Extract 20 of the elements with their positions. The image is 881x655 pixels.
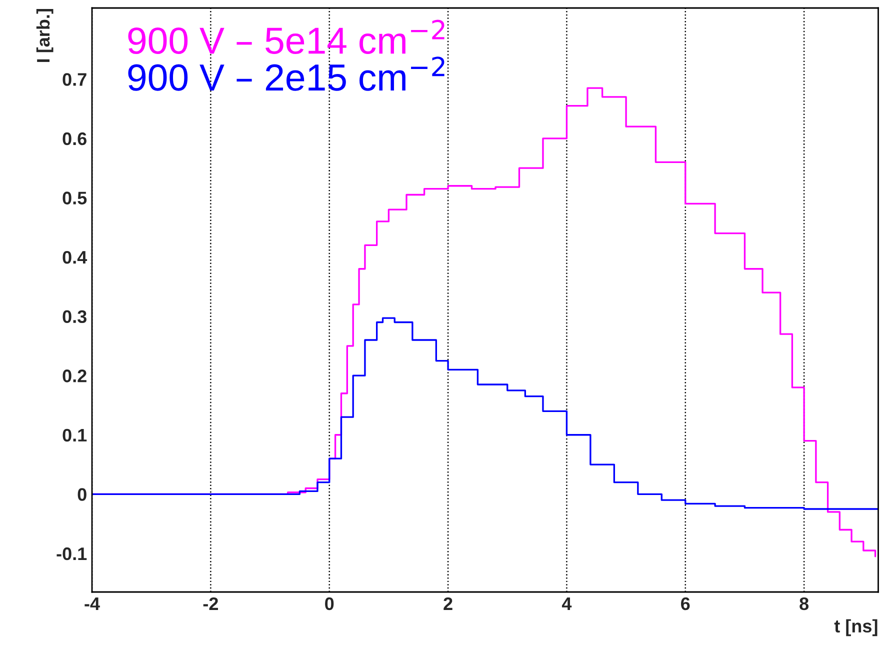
y-tick-label: 0: [78, 488, 86, 501]
x-tick-label: 6: [681, 597, 690, 610]
y-tick-label: 0.4: [62, 250, 88, 264]
text: 900 V – 2e15 cm$^{−2}$: [128, 56, 444, 91]
x-axis-title: t [ns]: [834, 619, 878, 636]
x-tick-label: 0: [325, 597, 334, 610]
x-tick-label: -4: [84, 598, 100, 610]
y-tick-label: 0.2: [62, 370, 86, 382]
y-tick-label: -0.1: [56, 547, 87, 560]
y-tick-label: 0.6: [62, 132, 86, 146]
text: 900 V – 5e14 cm$^{−2}$: [128, 20, 444, 54]
y-axis-title: I [arb.]: [36, 9, 54, 62]
x-tick-label: 8: [800, 597, 809, 610]
x-tick-label: 4: [562, 598, 572, 610]
y-tick-label: 0.5: [62, 192, 87, 204]
x-tick-label: -2: [203, 597, 218, 610]
y-tick-label: 0.1: [62, 428, 87, 442]
y-tick-label: 0.3: [62, 310, 86, 324]
x-tick-label: 2: [444, 597, 452, 610]
y-tick-label: 0.7: [62, 73, 86, 86]
